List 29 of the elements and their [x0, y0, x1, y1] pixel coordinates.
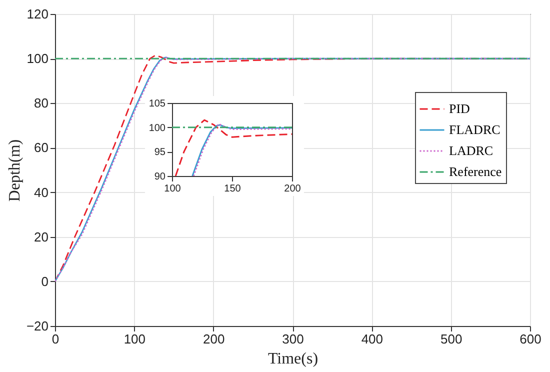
x-tick-label: 0: [52, 332, 60, 346]
legend-label: Reference: [449, 164, 502, 179]
y-tick-label: 60: [34, 140, 48, 156]
x-tick-label: 400: [361, 332, 384, 346]
x-tick-label: 100: [124, 332, 146, 346]
x-tick-label: 200: [202, 332, 225, 346]
x-tick-label: 500: [440, 332, 462, 346]
legend-label: PID: [449, 101, 470, 116]
x-tick-label: 150: [224, 184, 242, 194]
line-series: [174, 119, 292, 176]
legend-label: LADRC: [449, 143, 494, 158]
y-tick-label: 120: [26, 6, 48, 22]
x-tick-label: 600: [520, 332, 542, 346]
y-tick-label: 80: [34, 96, 48, 111]
x-axis-title: Time(s): [268, 350, 318, 368]
y-tick-label: −20: [26, 318, 48, 334]
x-tick-label: 300: [282, 332, 304, 346]
legend-label: FLADRC: [449, 122, 500, 137]
y-axis-title: Depth(m): [6, 139, 24, 202]
y-tick-label: 20: [34, 229, 48, 244]
y-tick-label: 90: [154, 172, 166, 182]
x-tick-label: 100: [164, 184, 182, 194]
y-tick-label: 105: [148, 98, 166, 110]
y-tick-label: 100: [148, 122, 166, 134]
y-tick-label: 100: [26, 51, 48, 66]
y-tick-label: 95: [154, 147, 166, 158]
y-tick-label: 40: [34, 184, 48, 200]
y-tick-label: 0: [41, 274, 48, 289]
x-tick-label: 200: [284, 184, 302, 194]
